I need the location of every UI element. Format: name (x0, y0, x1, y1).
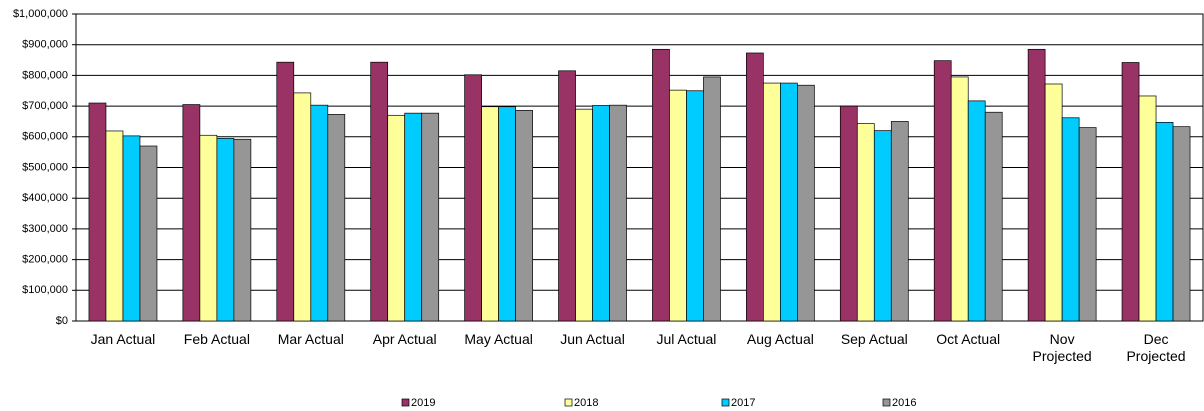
bar (839, 105, 858, 322)
legend-swatch (882, 398, 891, 407)
plot-frame (75, 13, 1204, 322)
x-tick-label: Dec Projected (1126, 331, 1186, 364)
bar (88, 102, 107, 322)
x-tick-label: Sep Actual (840, 331, 908, 347)
bar (967, 100, 986, 322)
x-tick-label: Jan Actual (90, 331, 156, 347)
bar (139, 145, 158, 322)
bar (122, 135, 141, 322)
bar (686, 90, 704, 322)
x-tick-label: Feb Actual (183, 331, 250, 347)
legend-swatch (401, 398, 410, 407)
bar (669, 89, 687, 322)
y-tick-label: $0 (56, 315, 68, 327)
x-tick-label: Mar Actual (277, 331, 344, 347)
y-tick-label: $600,000 (22, 131, 68, 143)
x-tick-label: Jul Actual (656, 331, 717, 347)
y-tick-label: $800,000 (22, 69, 68, 81)
legend-label: 2017 (731, 397, 755, 409)
y-tick-label: $900,000 (22, 39, 68, 51)
bar (216, 137, 235, 322)
y-tick-label: $200,000 (22, 254, 68, 266)
bar (609, 104, 627, 322)
bar (105, 130, 124, 322)
y-tick-label: $1,000,000 (13, 8, 68, 20)
bar (199, 134, 218, 322)
bar (780, 82, 798, 322)
bar (327, 114, 346, 322)
x-tick-label: May Actual (464, 331, 533, 347)
x-tick-label: Aug Actual (746, 331, 814, 347)
bar (1172, 126, 1191, 322)
bar (404, 112, 423, 322)
bar (310, 104, 329, 322)
x-tick-label: Nov Projected (1032, 331, 1092, 364)
y-tick-label: $700,000 (22, 100, 68, 112)
legend-label: 2018 (574, 397, 598, 409)
bar (481, 106, 499, 322)
bar (984, 111, 1003, 322)
bar (1155, 122, 1174, 322)
y-tick-label: $400,000 (22, 192, 68, 204)
bar (1061, 117, 1080, 322)
legend-swatch (564, 398, 573, 407)
bar (233, 138, 252, 322)
bar (1121, 62, 1140, 322)
bar (370, 61, 389, 322)
bar (498, 106, 516, 322)
bar (1138, 95, 1157, 322)
x-tick-label: Apr Actual (372, 331, 437, 347)
bar (1044, 83, 1063, 322)
bar (1078, 127, 1097, 322)
legend-label: 2019 (411, 397, 435, 409)
bar (515, 110, 533, 322)
bar (890, 121, 909, 322)
x-tick-label: Oct Actual (936, 331, 1001, 347)
bar (746, 52, 764, 322)
legend-label: 2016 (892, 397, 916, 409)
x-tick-label: Jun Actual (560, 331, 625, 347)
y-tick-label: $500,000 (22, 161, 68, 173)
y-tick-label: $300,000 (22, 223, 68, 235)
bar (797, 84, 815, 322)
bar (293, 92, 312, 322)
bar (464, 74, 482, 322)
bar (933, 60, 952, 322)
bar (421, 112, 440, 322)
bar (950, 76, 969, 322)
bar (592, 105, 610, 322)
bar (856, 123, 875, 322)
bar (387, 114, 406, 322)
bar (575, 108, 593, 322)
bar (276, 61, 295, 322)
bar (1027, 48, 1046, 322)
bar (182, 104, 201, 322)
bar (558, 70, 576, 322)
bar (703, 76, 721, 322)
bar (763, 82, 781, 322)
legend-swatch (721, 398, 730, 407)
bar (873, 130, 892, 322)
bar (652, 48, 670, 322)
y-tick-label: $100,000 (22, 284, 68, 296)
